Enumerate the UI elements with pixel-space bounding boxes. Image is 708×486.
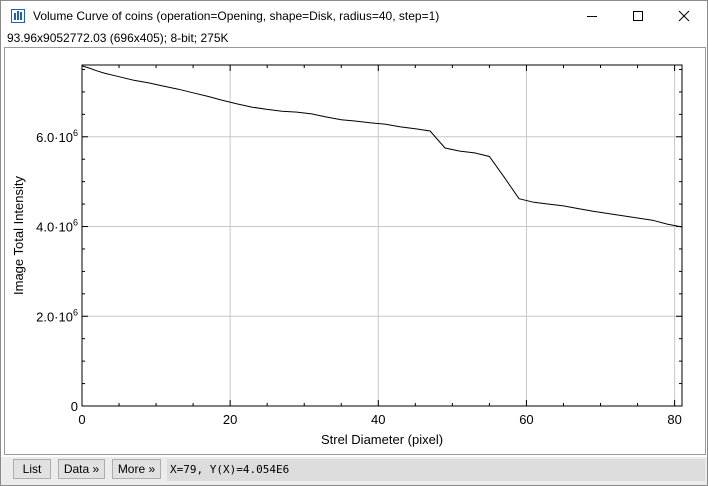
minimize-icon <box>587 16 597 17</box>
close-button[interactable] <box>661 1 707 31</box>
data-button[interactable]: Data » <box>58 459 105 479</box>
window-title: Volume Curve of coins (operation=Opening… <box>33 9 440 23</box>
y-tick-label: 2.0·106 <box>36 307 78 324</box>
imagej-icon <box>11 9 25 23</box>
y-tick-label: 4.0·106 <box>36 218 78 235</box>
more-button[interactable]: More » <box>112 459 161 479</box>
close-icon <box>678 10 690 22</box>
plot-area-frame <box>81 64 683 407</box>
x-tick-label: 60 <box>519 412 533 427</box>
volume-curve-line <box>81 65 683 228</box>
volume-curve-chart: 0 20 40 60 80 0 2.0·106 4.0·106 6.0·106 Strel Dia… <box>11 64 683 447</box>
y-axis-label: Image Total Intensity <box>11 176 26 295</box>
minimize-button[interactable] <box>569 1 615 31</box>
x-tick-label: 20 <box>223 412 237 427</box>
title-bar[interactable]: Volume Curve of coins (operation=Opening… <box>1 1 707 31</box>
image-info: 93.96x9052772.03 (696x405); 8-bit; 275K <box>7 31 229 45</box>
maximize-icon <box>633 11 643 21</box>
x-axis-label: Strel Diameter (pixel) <box>321 432 443 447</box>
maximize-button[interactable] <box>615 1 661 31</box>
cursor-coordinates: X=79, Y(X)=4.054E6 <box>167 459 705 481</box>
x-tick-label: 40 <box>371 412 385 427</box>
y-tick-label: 0 <box>71 399 78 414</box>
plot-toolbar: List Data » More » X=79, Y(X)=4.054E6 <box>1 457 707 485</box>
plot-canvas[interactable] <box>4 47 706 455</box>
x-tick-label: 0 <box>78 412 85 427</box>
list-button[interactable]: List <box>13 459 51 479</box>
x-tick-label: 80 <box>667 412 681 427</box>
y-tick-label: 6.0·106 <box>36 128 78 145</box>
